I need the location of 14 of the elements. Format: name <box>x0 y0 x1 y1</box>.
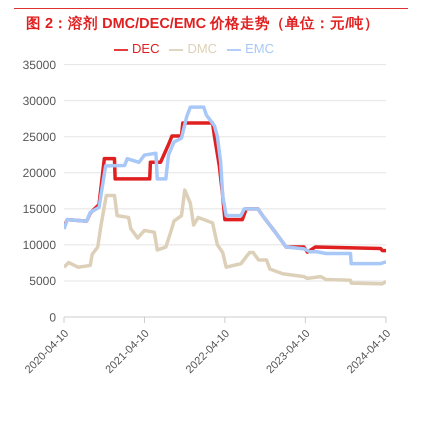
y-tick-label: 20000 <box>22 166 56 180</box>
y-tick-label: 15000 <box>22 202 56 216</box>
line-series <box>64 105 386 266</box>
line-series <box>64 188 386 286</box>
y-tick-label: 30000 <box>22 94 56 108</box>
y-tick-label: 10000 <box>22 238 56 252</box>
legend-label: DMC <box>187 41 218 56</box>
y-tick-label: 5000 <box>29 274 56 288</box>
legend-label: DEC <box>132 41 160 56</box>
y-tick-label: 25000 <box>22 130 56 144</box>
legend-label: EMC <box>245 41 274 56</box>
y-tick-label: 35000 <box>22 58 56 72</box>
y-tick-label: 0 <box>49 310 56 324</box>
chart-title: 图 2：溶剂 DMC/DEC/EMC 价格走势（单位：元/吨） <box>25 14 380 33</box>
